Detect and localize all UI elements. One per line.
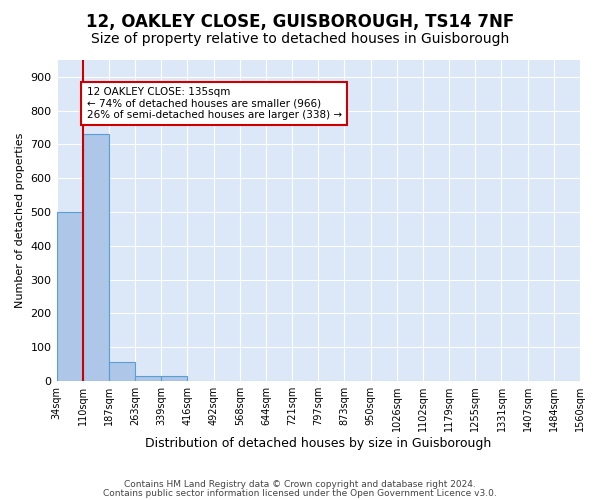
Bar — [135, 376, 161, 381]
Bar — [109, 362, 135, 381]
Bar — [161, 376, 187, 381]
X-axis label: Distribution of detached houses by size in Guisborough: Distribution of detached houses by size … — [145, 437, 491, 450]
Bar — [56, 212, 83, 381]
Text: Contains public sector information licensed under the Open Government Licence v3: Contains public sector information licen… — [103, 490, 497, 498]
Text: 12 OAKLEY CLOSE: 135sqm
← 74% of detached houses are smaller (966)
26% of semi-d: 12 OAKLEY CLOSE: 135sqm ← 74% of detache… — [86, 87, 342, 120]
Text: Contains HM Land Registry data © Crown copyright and database right 2024.: Contains HM Land Registry data © Crown c… — [124, 480, 476, 489]
Text: Size of property relative to detached houses in Guisborough: Size of property relative to detached ho… — [91, 32, 509, 46]
Y-axis label: Number of detached properties: Number of detached properties — [15, 133, 25, 308]
Text: 12, OAKLEY CLOSE, GUISBOROUGH, TS14 7NF: 12, OAKLEY CLOSE, GUISBOROUGH, TS14 7NF — [86, 12, 514, 30]
Bar — [83, 134, 109, 381]
